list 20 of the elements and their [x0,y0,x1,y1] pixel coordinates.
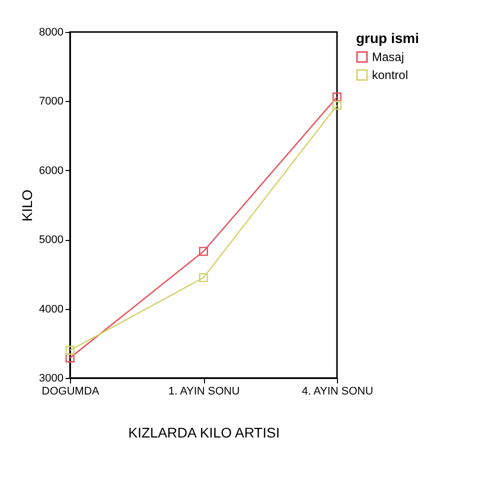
point [332,100,342,110]
x-tick-label: DOGUMDA [42,386,100,398]
point [332,92,342,102]
y-tick-label: 6000 [39,164,64,177]
y-tick-label: 3000 [39,372,64,384]
y-tick-label: 7000 [39,96,64,108]
point [65,353,75,362]
point [198,246,208,256]
y-tick-label: 5000 [39,234,64,246]
y-tick-label: 4000 [39,303,64,316]
legend-label: Masaj [372,50,404,64]
x-axis-title: KIZLARDA KILO ARTISI [128,424,280,440]
x-tick-label: 4. AYIN SONU [302,386,374,398]
legend-title: grup ismi [356,30,420,46]
y-tick-label: 8000 [39,26,64,38]
point [198,273,208,282]
y-axis-title: KILO [19,189,36,222]
point [65,346,75,355]
legend-label: kontrol [372,68,408,82]
x-tick-label: 1. AYIN SONU [168,386,240,398]
